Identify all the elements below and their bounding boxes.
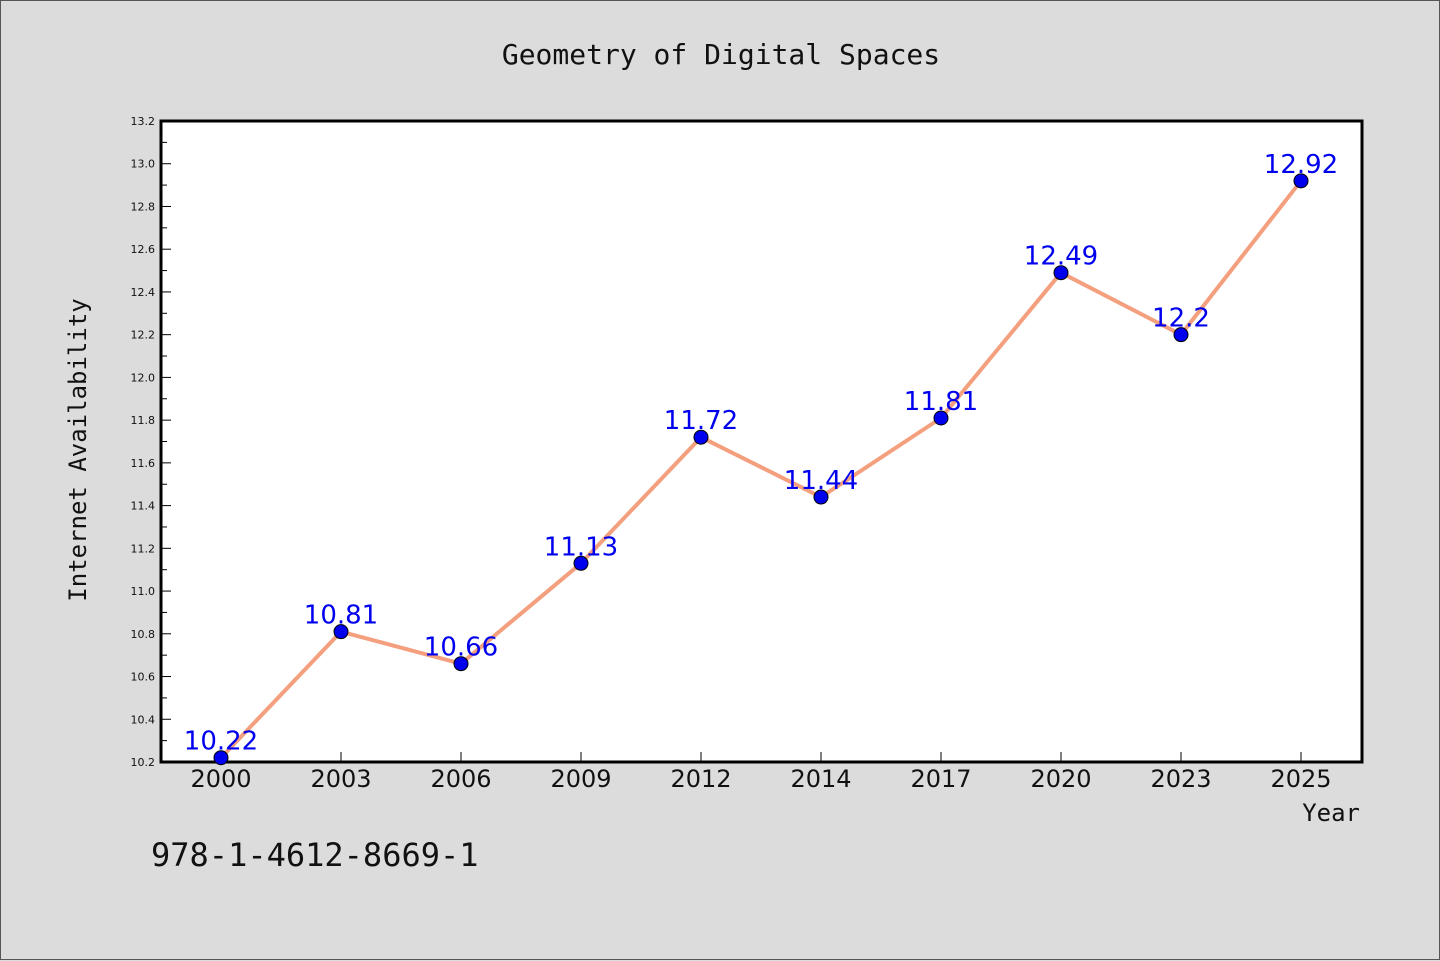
plot-area	[159, 119, 1364, 764]
x-tick-label: 2025	[1270, 765, 1331, 793]
y-tick-label: 13.2	[131, 115, 156, 128]
data-point	[1173, 327, 1189, 343]
y-tick-label: 11.4	[131, 500, 156, 513]
data-label: 10.81	[304, 601, 378, 631]
data-label: 12.49	[1024, 242, 1098, 272]
data-point	[813, 489, 829, 505]
x-tick-label: 2020	[1030, 765, 1091, 793]
data-label: 11.81	[904, 387, 978, 417]
data-point	[1293, 173, 1309, 189]
chart-title: Geometry of Digital Spaces	[502, 38, 940, 71]
data-label: 12.2	[1152, 304, 1210, 334]
series-line	[219, 179, 1303, 760]
data-label: 12.92	[1264, 150, 1338, 180]
data-point	[693, 429, 709, 445]
x-tick-label: 2003	[310, 765, 371, 793]
y-axis-label: Internet Availability	[64, 298, 92, 601]
isbn-text: 978-1-4612-8669-1	[151, 836, 479, 874]
x-tick-label: 2017	[910, 765, 971, 793]
x-tick-label: 2012	[670, 765, 731, 793]
y-tick-label: 10.6	[131, 671, 156, 684]
data-label: 11.13	[544, 532, 618, 562]
data-point	[1053, 265, 1069, 281]
y-tick-label: 12.0	[131, 371, 156, 384]
data-point	[453, 656, 469, 672]
y-tick-label: 12.8	[131, 200, 156, 213]
data-point	[933, 410, 949, 426]
x-tick-label: 2014	[790, 765, 851, 793]
y-tick-label: 13.0	[131, 158, 156, 171]
data-point	[573, 555, 589, 571]
data-label: 10.66	[424, 633, 498, 663]
y-tick-label: 12.6	[131, 243, 156, 256]
data-point	[213, 750, 229, 766]
y-tick-label: 11.6	[131, 457, 156, 470]
data-label: 11.72	[664, 406, 738, 436]
x-tick-label: 2023	[1150, 765, 1211, 793]
data-label: 10.22	[184, 727, 258, 757]
y-tick-label: 12.4	[131, 286, 156, 299]
y-tick-label: 12.2	[131, 329, 156, 342]
data-label: 11.44	[784, 466, 858, 496]
y-tick-label: 11.2	[131, 542, 156, 555]
x-axis: 2000 2003 2006 2009 2012 2014 2017 2020 2023 2025	[190, 752, 1332, 793]
data-series: 10.22 10.81 10.66 11.13 11.72 11.44 11.81 12.49…	[184, 150, 1338, 766]
x-tick-label: 2006	[430, 765, 491, 793]
y-axis: 10.2 10.4 10.6 10.8 11.0 11.2 11.4 11.6 11.8 12.0…	[131, 115, 171, 769]
y-tick-label: 11.8	[131, 414, 156, 427]
x-axis-label: Year	[1302, 799, 1360, 827]
y-tick-label: 10.2	[131, 756, 156, 769]
y-tick-label: 10.8	[131, 628, 156, 641]
data-point	[333, 624, 349, 640]
y-tick-label: 10.4	[131, 713, 156, 726]
x-tick-label: 2000	[190, 765, 251, 793]
y-tick-label: 11.0	[131, 585, 156, 598]
x-tick-label: 2009	[550, 765, 611, 793]
